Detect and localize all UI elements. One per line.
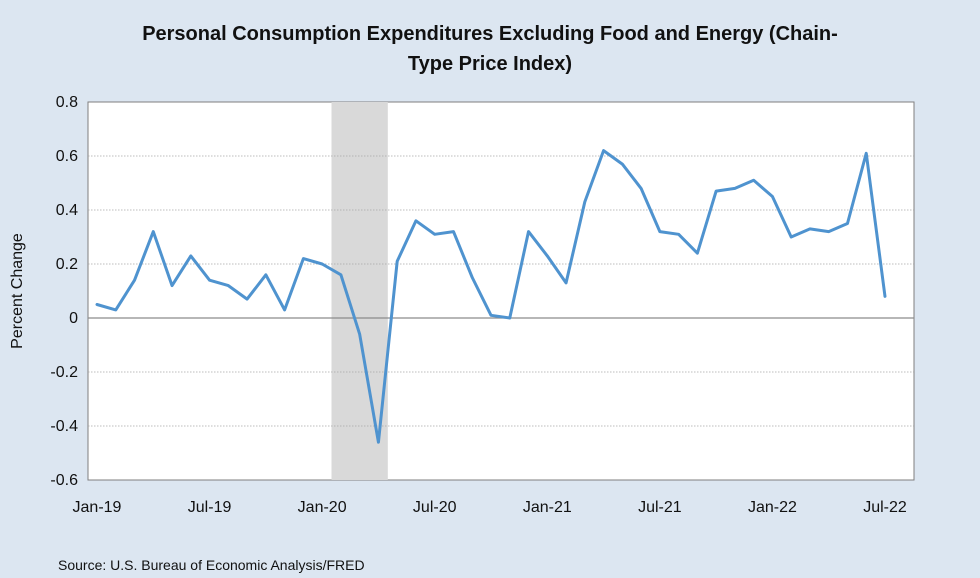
data-point xyxy=(395,260,399,263)
chart-title-line-1: Personal Consumption Expenditures Exclud… xyxy=(142,23,838,45)
data-point xyxy=(883,295,887,298)
data-point xyxy=(658,230,662,233)
data-point xyxy=(489,314,493,317)
data-point xyxy=(471,276,474,279)
data-point xyxy=(564,281,568,285)
data-point xyxy=(302,257,305,260)
series-layer xyxy=(95,149,887,444)
data-point xyxy=(95,303,99,306)
data-point xyxy=(152,230,155,233)
x-axis-ticks: Jan-19 Jul-19 Jan-20 Jul-20 Jan-21 Jul-21 Jan-… xyxy=(73,499,907,516)
data-point xyxy=(827,230,830,233)
data-point xyxy=(377,441,380,444)
x-tick-label: Jul-22 xyxy=(863,499,907,516)
data-point xyxy=(245,297,249,301)
data-point xyxy=(208,279,211,282)
data-point xyxy=(170,284,174,287)
data-point xyxy=(133,279,136,282)
data-point xyxy=(358,333,361,336)
y-tick-label: 0 xyxy=(69,310,78,327)
y-tick-label: 0.6 xyxy=(56,148,78,165)
x-tick-label: Jan-19 xyxy=(73,499,122,516)
data-point xyxy=(114,308,117,312)
plot-area xyxy=(87,101,915,481)
data-point xyxy=(339,273,343,276)
data-point xyxy=(452,230,455,233)
data-point xyxy=(583,200,587,204)
y-tick-label: 0.2 xyxy=(56,256,78,273)
data-point xyxy=(283,308,286,312)
x-tick-label: Jul-19 xyxy=(188,499,232,516)
data-point xyxy=(433,233,436,236)
y-tick-label: -0.6 xyxy=(50,472,78,489)
x-tick-label: Jan-20 xyxy=(298,499,347,516)
x-tick-label: Jul-20 xyxy=(413,499,457,516)
data-point xyxy=(189,254,193,258)
data-point xyxy=(227,284,230,287)
data-point xyxy=(320,262,324,266)
data-point xyxy=(696,252,699,255)
source-note: Source: U.S. Bureau of Economic Analysis… xyxy=(58,557,365,573)
data-point xyxy=(752,179,755,182)
y-tick-label: 0.4 xyxy=(56,202,78,219)
data-point xyxy=(865,152,868,155)
data-point xyxy=(414,219,418,222)
data-point xyxy=(508,316,511,320)
data-point xyxy=(733,187,737,190)
recession-shading xyxy=(331,102,388,480)
data-point xyxy=(264,273,268,276)
x-tick-label: Jul-21 xyxy=(638,499,682,516)
x-tick-label: Jan-21 xyxy=(523,499,572,516)
y-tick-label: -0.4 xyxy=(50,418,78,435)
data-point xyxy=(789,235,793,239)
data-point xyxy=(677,233,680,236)
data-point xyxy=(846,222,849,225)
y-tick-label: 0.8 xyxy=(56,94,78,111)
data-point xyxy=(808,227,812,231)
data-point xyxy=(546,254,549,258)
data-point xyxy=(621,162,624,166)
chart-title-line-2: Type Price Index) xyxy=(408,53,572,75)
y-tick-label: -0.2 xyxy=(50,364,78,381)
data-point xyxy=(602,149,605,152)
data-point xyxy=(714,189,718,193)
recession-shading-layer xyxy=(331,102,388,480)
data-point xyxy=(527,230,530,233)
y-axis-title: Percent Change xyxy=(9,233,26,349)
data-point xyxy=(771,195,774,198)
x-tick-label: Jan-22 xyxy=(748,499,797,516)
y-axis-ticks: -0.6 -0.4 -0.2 0 0.2 0.4 0.6 0.8 xyxy=(50,94,78,489)
data-point xyxy=(639,187,643,190)
